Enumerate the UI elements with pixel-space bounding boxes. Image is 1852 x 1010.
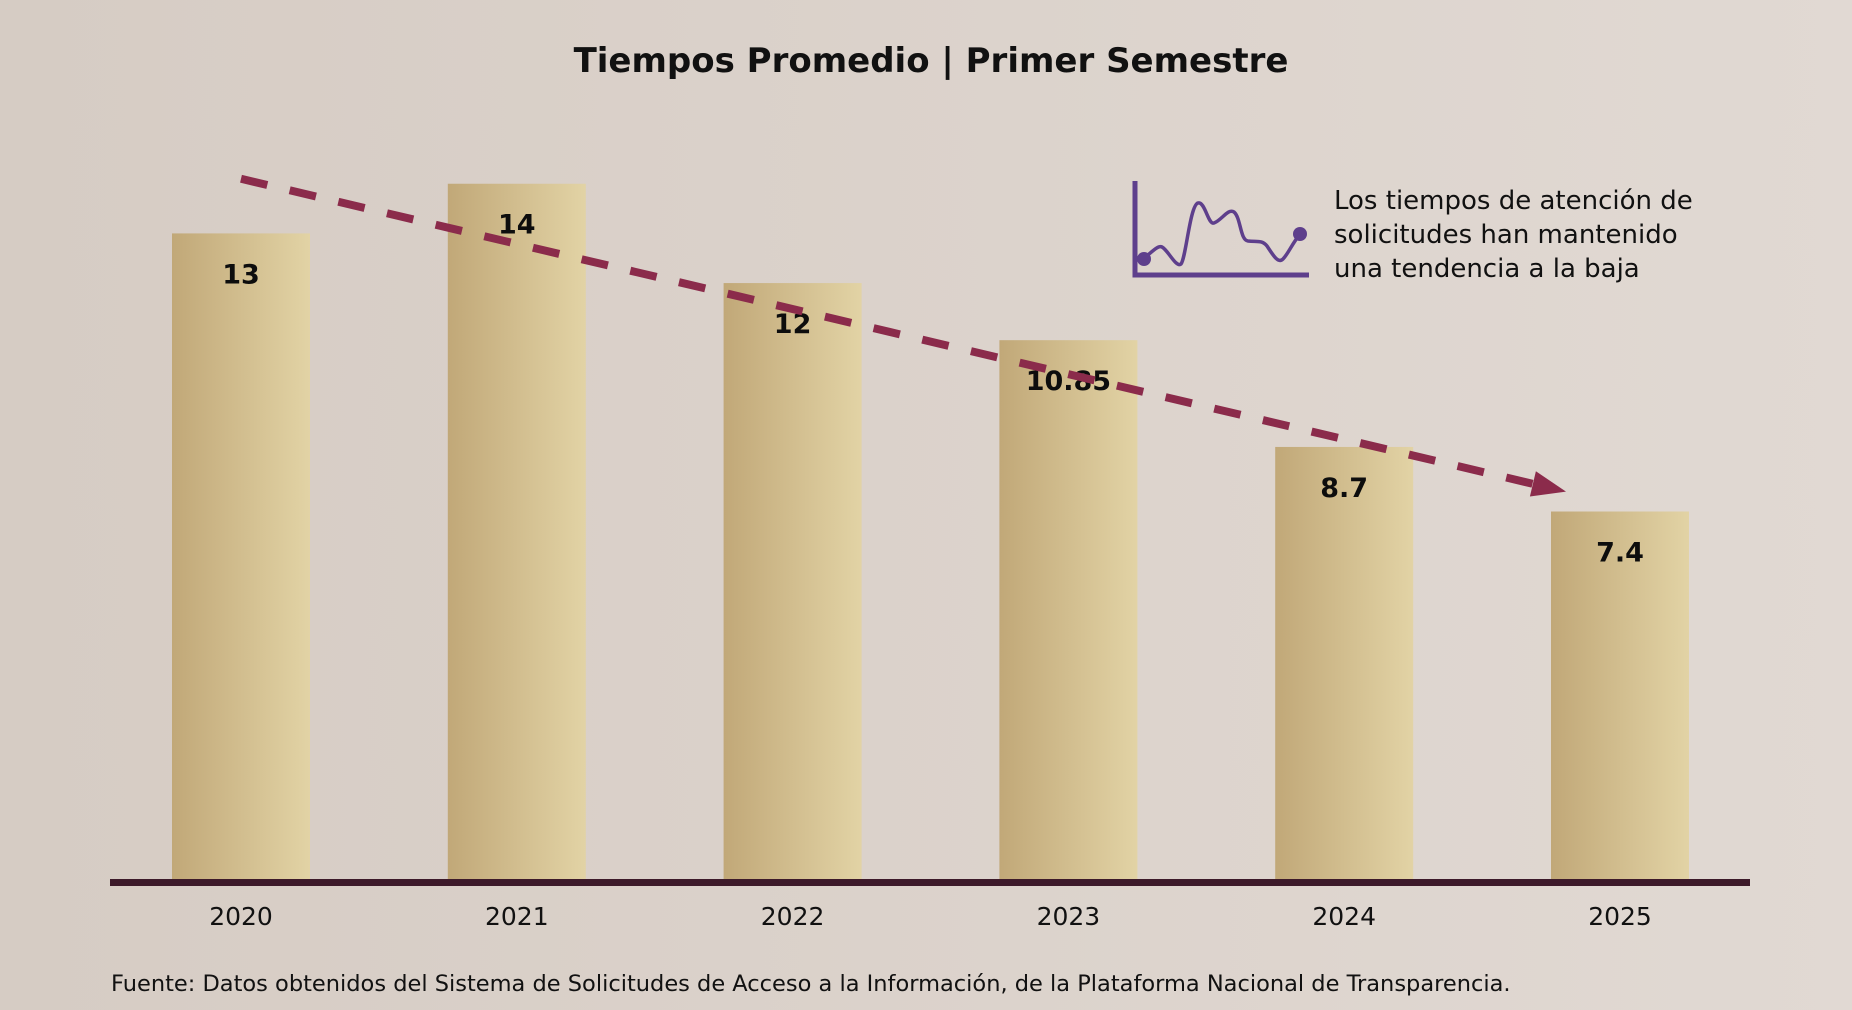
annotation-line-3: una tendencia a la baja xyxy=(1334,254,1640,284)
annotation-text: Los tiempos de atención de solicitudes h… xyxy=(1334,186,1693,284)
bar-2025 xyxy=(1551,511,1689,879)
annotation-line-1: Los tiempos de atención de xyxy=(1334,186,1693,216)
trend-arrow xyxy=(240,174,1566,497)
bar-2022 xyxy=(723,283,862,879)
value-label-2024: 8.7 xyxy=(1320,473,1368,504)
bar-2020 xyxy=(172,233,310,879)
value-label-2020: 13 xyxy=(222,259,260,290)
x-tick-label-2020: 2020 xyxy=(209,902,273,931)
value-label-2025: 7.4 xyxy=(1596,538,1644,569)
value-label-2022: 12 xyxy=(774,309,812,340)
icon-point-start xyxy=(1137,252,1151,266)
bar-2024 xyxy=(1275,446,1414,879)
x-tick-label-2022: 2022 xyxy=(761,902,825,931)
x-tick-label-2024: 2024 xyxy=(1312,902,1376,931)
chart-title: Tiempos Promedio | Primer Semestre xyxy=(574,41,1289,81)
x-tick-label-2021: 2021 xyxy=(485,902,549,931)
x-tick-label-2023: 2023 xyxy=(1037,902,1101,931)
icon-line xyxy=(1141,201,1302,267)
bars-group xyxy=(172,183,1689,880)
trend-dashed-line xyxy=(240,174,1534,488)
trend-arrowhead xyxy=(1529,471,1566,497)
bar-2021 xyxy=(447,183,586,880)
line-chart-icon xyxy=(1132,181,1309,278)
icon-axes xyxy=(1132,181,1309,278)
source-note: Fuente: Datos obtenidos del Sistema de S… xyxy=(111,971,1511,997)
icon-point-end xyxy=(1293,227,1307,241)
annotation-line-2: solicitudes han mantenido xyxy=(1334,220,1678,250)
x-tick-label-2025: 2025 xyxy=(1588,902,1652,931)
x-tick-labels-group: 2020 2021 2022 2023 2024 2025 xyxy=(209,902,1652,931)
value-label-2021: 14 xyxy=(498,210,536,241)
bar-2023 xyxy=(999,340,1138,879)
